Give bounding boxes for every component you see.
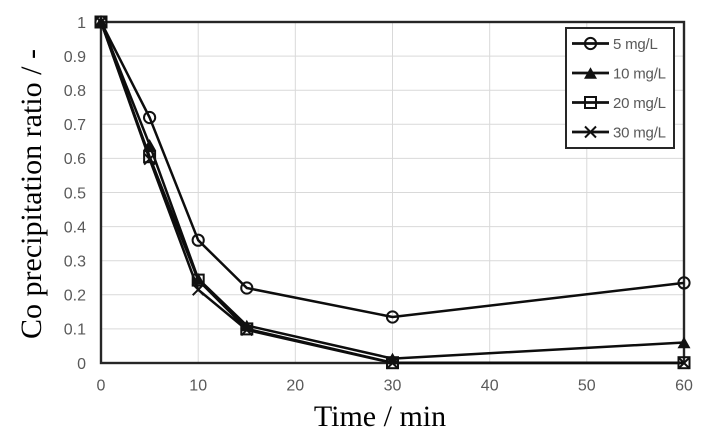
svg-text:0.4: 0.4 xyxy=(64,219,86,236)
svg-text:0: 0 xyxy=(77,356,86,373)
svg-text:0.2: 0.2 xyxy=(64,288,86,305)
svg-text:50: 50 xyxy=(578,378,596,395)
svg-text:0.7: 0.7 xyxy=(64,117,86,134)
svg-text:30 mg/L: 30 mg/L xyxy=(613,125,666,142)
svg-text:0.5: 0.5 xyxy=(64,185,86,202)
svg-text:1: 1 xyxy=(77,15,86,32)
svg-text:Time / min: Time / min xyxy=(314,400,446,433)
svg-text:60: 60 xyxy=(675,378,693,395)
svg-text:30: 30 xyxy=(384,378,402,395)
svg-text:40: 40 xyxy=(481,378,499,395)
svg-text:0.8: 0.8 xyxy=(64,83,86,100)
svg-text:0.1: 0.1 xyxy=(64,322,86,339)
svg-text:0.6: 0.6 xyxy=(64,151,86,168)
svg-text:0: 0 xyxy=(97,378,106,395)
svg-text:0.9: 0.9 xyxy=(64,49,86,66)
svg-text:20: 20 xyxy=(286,378,304,395)
svg-text:Co precipitation ratio / -: Co precipitation ratio / - xyxy=(15,49,48,339)
svg-text:20 mg/L: 20 mg/L xyxy=(613,95,666,112)
svg-text:0.3: 0.3 xyxy=(64,254,86,271)
svg-text:5 mg/L: 5 mg/L xyxy=(613,36,658,53)
svg-text:10 mg/L: 10 mg/L xyxy=(613,66,666,83)
svg-text:10: 10 xyxy=(189,378,207,395)
